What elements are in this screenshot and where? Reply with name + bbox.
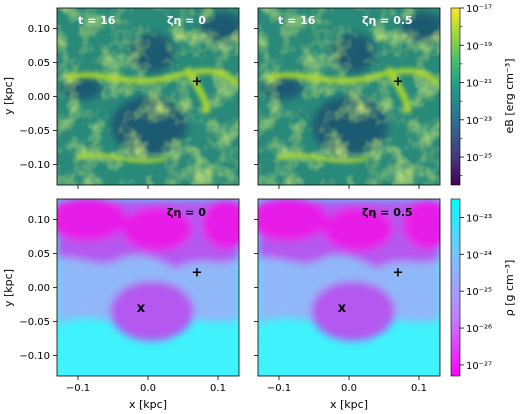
density-region-magenta [403, 199, 440, 249]
y-tick-label: −0.10 [19, 351, 50, 362]
panel-time-label: t = 16 [78, 14, 116, 27]
panel-param-label: ζη = 0 [167, 14, 206, 27]
bright-filament [183, 66, 211, 114]
density-region-magenta [323, 207, 393, 251]
y-axis-label-bottom: y [kpc] [2, 269, 15, 307]
colorbar-top-tick-label: 10⁻²¹ [466, 79, 492, 90]
bright-filament [277, 153, 369, 163]
density-region-magenta [57, 199, 127, 241]
colorbar-bottom-tick-label: 10⁻²³ [466, 213, 492, 224]
turbulent-filaments [258, 8, 440, 185]
colorbar-bottom-tick-label: 10⁻²⁵ [466, 287, 492, 298]
y-tick-label: 0.05 [28, 249, 50, 260]
x-marker: x [137, 301, 146, 316]
bright-filament [267, 68, 440, 86]
plus-marker: + [393, 266, 404, 281]
plus-marker: + [192, 266, 203, 281]
heatmap-density [258, 199, 440, 376]
panel-time-label: t = 16 [278, 14, 316, 27]
colorbar-bottom-label: ρ [g cm⁻³] [503, 260, 516, 317]
colorbar-top-tick-label: 10⁻¹⁷ [466, 4, 492, 15]
y-tick-label: 0.00 [28, 283, 50, 294]
x-tick-label: −0.1 [66, 383, 90, 394]
colorbar-bottom-bar [450, 198, 461, 377]
y-tick-label: 0.10 [28, 24, 50, 35]
colorbar-top-tick-label: 10⁻²³ [466, 116, 492, 127]
x-tick-label: 0.0 [140, 383, 156, 394]
x-tick-label: 0.1 [210, 383, 226, 394]
dense-filament [174, 334, 229, 374]
x-axis-label-left: x [kpc] [129, 398, 167, 411]
panel-top-left [57, 8, 239, 185]
density-region-magenta [258, 199, 328, 241]
panel-top-right [258, 8, 440, 185]
y-tick-label: −0.05 [19, 317, 50, 328]
dense-filament [57, 342, 148, 359]
y-axis-label-top: y [kpc] [2, 77, 15, 115]
heatmap-density [57, 199, 239, 376]
x-axis-label-right: x [kpc] [330, 398, 368, 411]
x-tick-label: 0.0 [341, 383, 357, 394]
colorbar-bottom-tick-label: 10⁻²⁷ [466, 361, 492, 372]
dense-filament [258, 342, 349, 359]
y-tick-label: 0.10 [28, 215, 50, 226]
colorbar-bottom-tick-label: 10⁻²⁶ [466, 324, 492, 335]
x-marker: x [338, 301, 347, 316]
panel-bottom-left [57, 199, 239, 376]
panel-param-label: ζη = 0 [167, 206, 206, 219]
axes-layer: 0.10 0.05 0.00 −0.05 −0.10 −0.1 0.0 0.1 0.10 0.05… [19, 24, 427, 394]
heatmap-field-energy [57, 8, 239, 185]
markers-layer: + + + x + x [137, 75, 404, 316]
turbulent-filaments [57, 8, 239, 185]
y-tick-label: 0.05 [28, 58, 50, 69]
bright-filament [76, 153, 168, 163]
bright-filament [66, 68, 239, 86]
colorbar-ticks-layer: 10⁻¹⁷ 10⁻¹⁹ 10⁻²¹ 10⁻²³ 10⁻²⁵ 10⁻²³ 10⁻²⁴ 10⁻²⁵… [460, 4, 492, 372]
colorbar-top-tick-label: 10⁻²⁵ [466, 153, 492, 164]
x-tick-label: −0.1 [267, 383, 291, 394]
dense-filament [375, 334, 430, 374]
colorbar-top-bar [450, 7, 461, 186]
panel-param-label: ζη = 0.5 [362, 14, 413, 27]
x-tick-label: 0.1 [411, 383, 427, 394]
density-region-magenta [202, 199, 239, 249]
density-region-magenta [122, 207, 192, 251]
bright-filament [384, 66, 412, 114]
y-tick-label: −0.05 [19, 126, 50, 137]
density-region-magenta [311, 281, 395, 341]
panel-bottom-right [258, 199, 440, 376]
heatmap-field-energy [258, 8, 440, 185]
colorbar-top-label: eB [erg cm⁻³] [503, 59, 516, 134]
panel-param-label: ζη = 0.5 [362, 206, 413, 219]
colorbar-bottom-tick-label: 10⁻²⁴ [466, 250, 492, 261]
plus-marker: + [192, 75, 203, 90]
y-tick-label: −0.10 [19, 160, 50, 171]
colorbar-top-tick-label: 10⁻¹⁹ [466, 41, 492, 52]
y-tick-label: 0.00 [28, 92, 50, 103]
density-region-magenta [110, 281, 194, 341]
plus-marker: + [393, 75, 404, 90]
